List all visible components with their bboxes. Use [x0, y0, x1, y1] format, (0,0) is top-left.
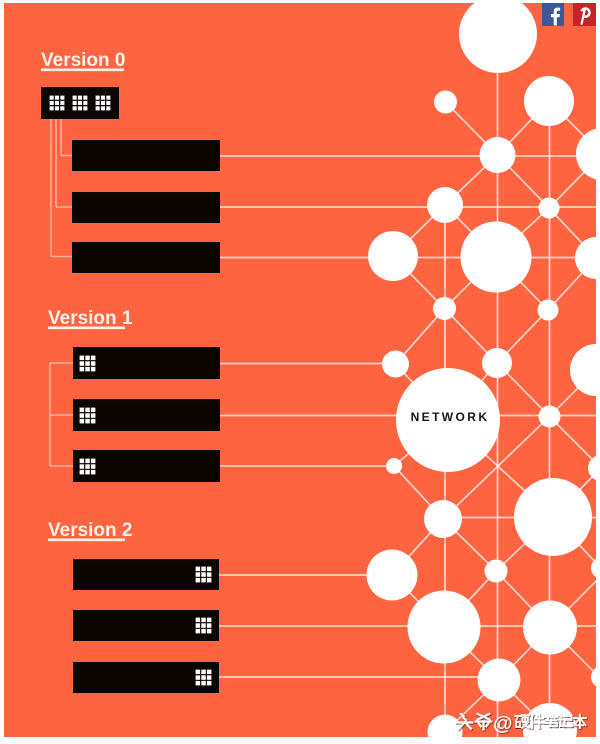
svg-text:Version 2: Version 2 [48, 520, 133, 541]
svg-text:Version 1: Version 1 [48, 308, 133, 329]
svg-text:@: @ [493, 713, 513, 735]
svg-text:NETWORK: NETWORK [411, 410, 490, 424]
svg-text:Version 0: Version 0 [41, 50, 126, 71]
